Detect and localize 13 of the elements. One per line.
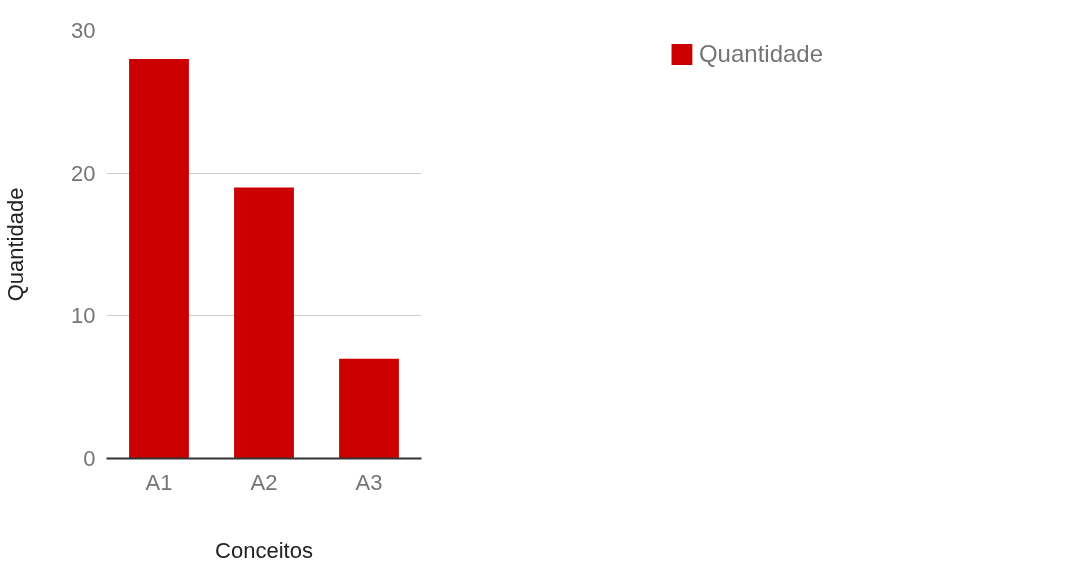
y-tick-label: 30 [71, 18, 96, 43]
y-axis-title: Quantidade [3, 187, 29, 302]
x-axis-title: Conceitos [215, 537, 313, 563]
y-tick-label: 0 [83, 446, 96, 471]
bar [129, 59, 189, 459]
bar [339, 358, 399, 459]
y-tick-label: 10 [71, 303, 96, 329]
y-tick-label: 20 [71, 160, 96, 186]
legend-label: Quantidade [698, 40, 824, 68]
x-tick-label: A1 [145, 469, 173, 495]
bar [234, 187, 294, 459]
x-tick-label: A2 [250, 469, 278, 495]
x-tick-label: A3 [355, 469, 383, 495]
